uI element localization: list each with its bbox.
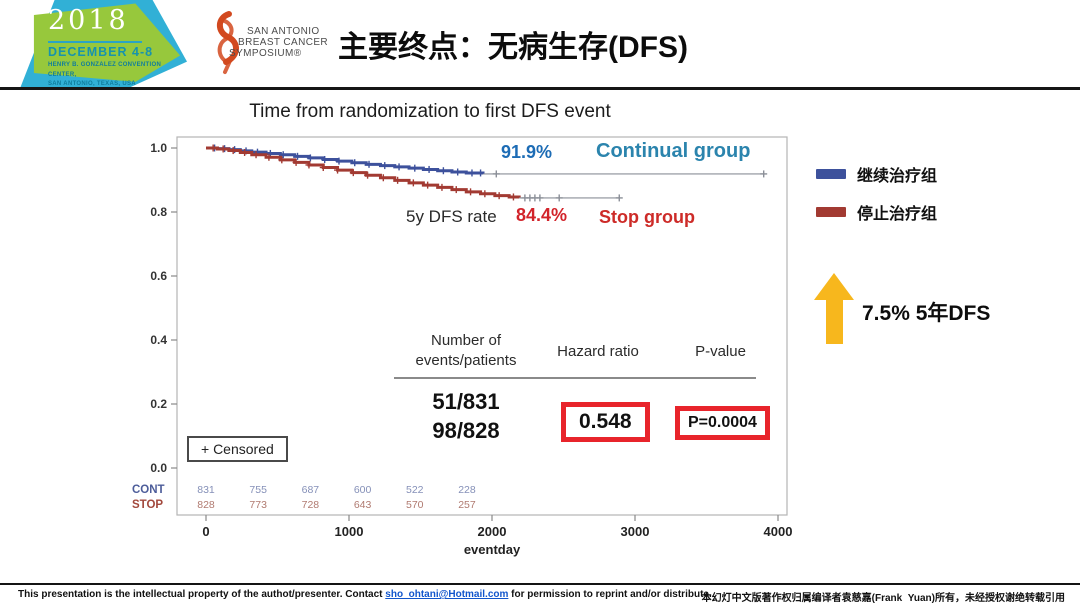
stats-header-events: Number of events/patients bbox=[390, 331, 542, 370]
svg-text:0.6: 0.6 bbox=[150, 269, 167, 283]
svg-text:3000: 3000 bbox=[621, 524, 650, 539]
sabcs-name-line3: SYMPOSIUM® bbox=[229, 48, 302, 59]
svg-text:0.2: 0.2 bbox=[150, 397, 167, 411]
page-title: 主要终点：无病生存(DFS) bbox=[338, 31, 688, 64]
svg-text:1000: 1000 bbox=[335, 524, 364, 539]
svg-text:228: 228 bbox=[458, 484, 476, 496]
legend-label-continual: 继续治疗组 bbox=[857, 168, 938, 185]
chart-title: Time from randomization to first DFS eve… bbox=[249, 101, 611, 122]
svg-text:773: 773 bbox=[249, 499, 267, 511]
svg-text:CONT: CONT bbox=[132, 484, 165, 496]
svg-text:755: 755 bbox=[249, 484, 267, 496]
svg-text:0.8: 0.8 bbox=[150, 205, 167, 219]
svg-text:1.0: 1.0 bbox=[150, 141, 167, 155]
badge-divider bbox=[48, 41, 142, 43]
svg-text:0: 0 bbox=[202, 524, 209, 539]
footer-copyright-en: This presentation is the intellectual pr… bbox=[18, 589, 712, 600]
svg-text:643: 643 bbox=[354, 499, 372, 511]
events-stop: 98/828 bbox=[432, 417, 500, 443]
stats-header-events-line2: events/patients bbox=[415, 351, 517, 369]
label-stop-rate: 84.4% bbox=[516, 205, 568, 225]
svg-text:522: 522 bbox=[406, 484, 424, 496]
svg-text:2000: 2000 bbox=[478, 524, 507, 539]
footer-left-post: for permission to reprint and/or distrib… bbox=[508, 589, 712, 600]
up-arrow-shaft bbox=[825, 300, 843, 344]
label-continual-rate: 91.9% bbox=[501, 142, 553, 162]
svg-text:0.4: 0.4 bbox=[150, 333, 167, 347]
label-continual-group: Continual group bbox=[596, 140, 751, 162]
up-arrow-head bbox=[814, 273, 854, 300]
footer-divider bbox=[0, 583, 1080, 585]
stats-divider bbox=[394, 377, 756, 379]
label-5y-dfs-rate: 5y DFS rate bbox=[406, 207, 497, 226]
svg-text:STOP: STOP bbox=[132, 499, 163, 511]
email-link[interactable]: sho_ohtani@Hotmail.com bbox=[385, 589, 509, 600]
sabcs-name-line1: SAN ANTONIO bbox=[247, 26, 320, 37]
svg-text:4000: 4000 bbox=[764, 524, 793, 539]
badge-venue-line2: SAN ANTONIO, TEXAS, USA bbox=[48, 81, 136, 88]
up-arrow-icon bbox=[812, 273, 856, 349]
stats-events-values: 51/831 98/828 bbox=[390, 388, 542, 445]
legend-item-continual: 继续治疗组 bbox=[816, 162, 937, 186]
svg-text:728: 728 bbox=[302, 499, 320, 511]
svg-text:570: 570 bbox=[406, 499, 424, 511]
legend: 继续治疗组 停止治疗组 bbox=[816, 162, 937, 238]
footer-left-pre: This presentation is the intellectual pr… bbox=[18, 589, 386, 600]
header-divider bbox=[0, 87, 1080, 90]
censored-legend-box: + Censored bbox=[187, 436, 288, 462]
footer-copyright-cn: 本幻灯中文版著作权归属编译者袁慈嘉(Frank Yuan)所有，未经授权谢绝转载… bbox=[701, 593, 1065, 604]
sabcs-name-line2: BREAST CANCER bbox=[238, 37, 329, 48]
svg-text:687: 687 bbox=[302, 484, 320, 496]
events-continual: 51/831 bbox=[432, 389, 500, 414]
svg-text:828: 828 bbox=[197, 499, 215, 511]
svg-text:257: 257 bbox=[458, 499, 476, 511]
legend-label-stop: 停止治疗组 bbox=[857, 206, 938, 223]
stats-header-p-value: P-value bbox=[695, 343, 746, 360]
ribbon-icon bbox=[216, 11, 239, 74]
badge-venue: HENRY B. GONZALEZ CONVENTION CENTER, SAN… bbox=[48, 61, 187, 90]
hazard-ratio-box: 0.548 bbox=[561, 402, 650, 442]
svg-text:600: 600 bbox=[354, 484, 372, 496]
sabcs-logo: SAN ANTONIO BREAST CANCER SYMPOSIUM® bbox=[205, 8, 355, 82]
legend-swatch-blue bbox=[816, 169, 846, 179]
badge-year: 2018 bbox=[48, 5, 129, 36]
stats-header-events-line1: Number of bbox=[430, 332, 502, 349]
svg-text:831: 831 bbox=[197, 484, 215, 496]
svg-text:eventday: eventday bbox=[464, 542, 521, 557]
event-date-badge: 2018 DECEMBER 4-8 HENRY B. GONZALEZ CONV… bbox=[15, 0, 187, 88]
legend-item-stop: 停止治疗组 bbox=[816, 200, 937, 224]
legend-swatch-red bbox=[816, 207, 846, 217]
badge-venue-line1: HENRY B. GONZALEZ CONVENTION CENTER, bbox=[48, 62, 162, 78]
km-chart-svg: 1.0 0.8 0.6 0.4 0.2 0.0 0 1000 2000 3000 4000 event… bbox=[132, 136, 793, 557]
badge-dates: DECEMBER 4-8 bbox=[48, 45, 154, 59]
stats-header-hazard-ratio: Hazard ratio bbox=[557, 343, 639, 360]
label-stop-group: Stop group bbox=[599, 207, 695, 227]
p-value-box: P=0.0004 bbox=[675, 406, 770, 440]
dfs-gain-text: 7.5% 5年DFS bbox=[862, 302, 991, 325]
svg-text:0.0: 0.0 bbox=[150, 461, 167, 475]
